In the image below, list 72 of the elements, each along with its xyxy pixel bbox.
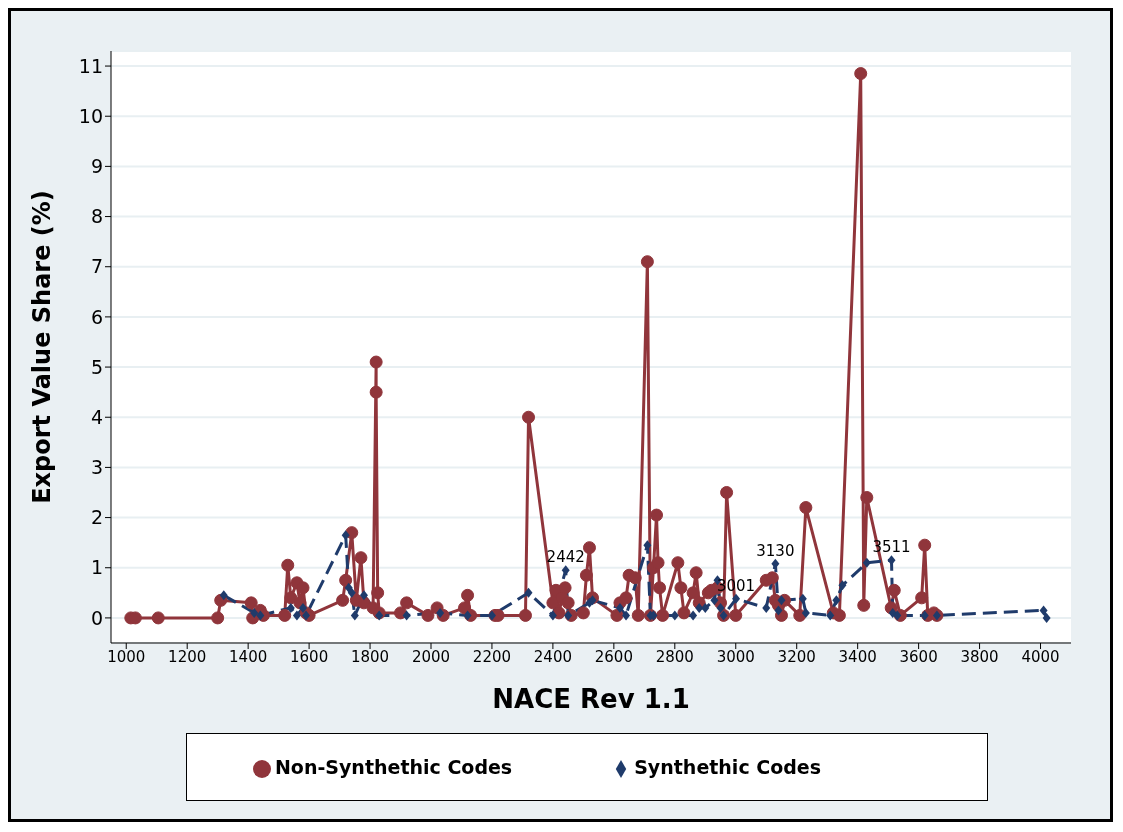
- x-tick-label: 2200: [472, 647, 512, 666]
- point: [838, 580, 847, 591]
- legend-label: Synthethic Codes: [634, 756, 822, 778]
- y-tick-label: 3: [90, 456, 103, 479]
- point: [689, 610, 698, 621]
- y-axis-title: Export Value Share (%): [27, 190, 56, 504]
- y-tick-label: 1: [90, 556, 103, 579]
- y-tick-label: 10: [78, 104, 103, 127]
- x-tick-label: 2600: [594, 647, 633, 666]
- point: [350, 610, 359, 621]
- point: [299, 602, 307, 613]
- point: [920, 610, 929, 621]
- x-tick-label: 1000: [107, 647, 146, 666]
- point: [832, 595, 841, 606]
- y-tick-label: 5: [90, 355, 103, 378]
- x-tick-label: 1400: [229, 647, 268, 666]
- x-tick-label: 2400: [533, 647, 572, 666]
- point: [615, 602, 624, 613]
- point: [774, 605, 783, 616]
- point: [524, 587, 533, 598]
- point: [710, 595, 719, 606]
- point: [798, 593, 807, 604]
- point: [487, 610, 496, 621]
- y-tick-label: 6: [90, 305, 103, 328]
- point: [219, 590, 228, 601]
- point: [402, 610, 411, 621]
- x-tick-label: 3800: [960, 647, 999, 666]
- point: [762, 602, 771, 613]
- point: [732, 593, 741, 604]
- point: [548, 610, 557, 621]
- x-tick-label: 3000: [716, 647, 755, 666]
- point: [622, 610, 631, 621]
- point: [436, 607, 445, 618]
- point: [286, 602, 295, 613]
- x-tick-label: 1800: [350, 647, 390, 666]
- point: [801, 607, 810, 618]
- y-tick-label: 11: [78, 54, 103, 77]
- point: [826, 610, 835, 621]
- point: [1042, 612, 1051, 623]
- x-tick-label: 2000: [411, 647, 451, 666]
- point: [292, 610, 301, 621]
- point: [1039, 605, 1048, 616]
- point: [862, 557, 871, 568]
- x-tick-label: 3600: [899, 647, 938, 666]
- legend-label: Non-Synthethic Codes: [274, 756, 513, 778]
- point: [347, 587, 356, 598]
- point: [359, 590, 368, 601]
- y-tick-label: 0: [90, 606, 103, 629]
- x-axis-title: NACE Rev 1.1: [492, 684, 690, 714]
- y-tick-label: 9: [90, 155, 103, 178]
- x-tick-label: 1200: [168, 647, 207, 666]
- point: [250, 607, 259, 618]
- point: [302, 610, 311, 621]
- point: [256, 610, 265, 621]
- point: [716, 602, 725, 613]
- y-tick-label: 2: [90, 506, 103, 529]
- x-tick-label: 3400: [838, 647, 877, 666]
- y-tick-label: 4: [90, 405, 103, 428]
- y-tick-label: 8: [90, 205, 103, 228]
- point: [463, 610, 472, 621]
- point: [341, 530, 350, 541]
- point: [564, 610, 573, 621]
- y-tick-label: 7: [90, 255, 103, 278]
- x-tick-label: 2800: [655, 647, 694, 666]
- point: [375, 610, 384, 621]
- x-tick-label: 1600: [290, 647, 329, 666]
- x-tick-label: 3200: [777, 647, 816, 666]
- point: [777, 595, 786, 606]
- x-tick-label: 4000: [1021, 647, 1060, 666]
- point: [701, 602, 710, 613]
- annotation: 3130: [756, 541, 795, 560]
- point: [893, 610, 902, 621]
